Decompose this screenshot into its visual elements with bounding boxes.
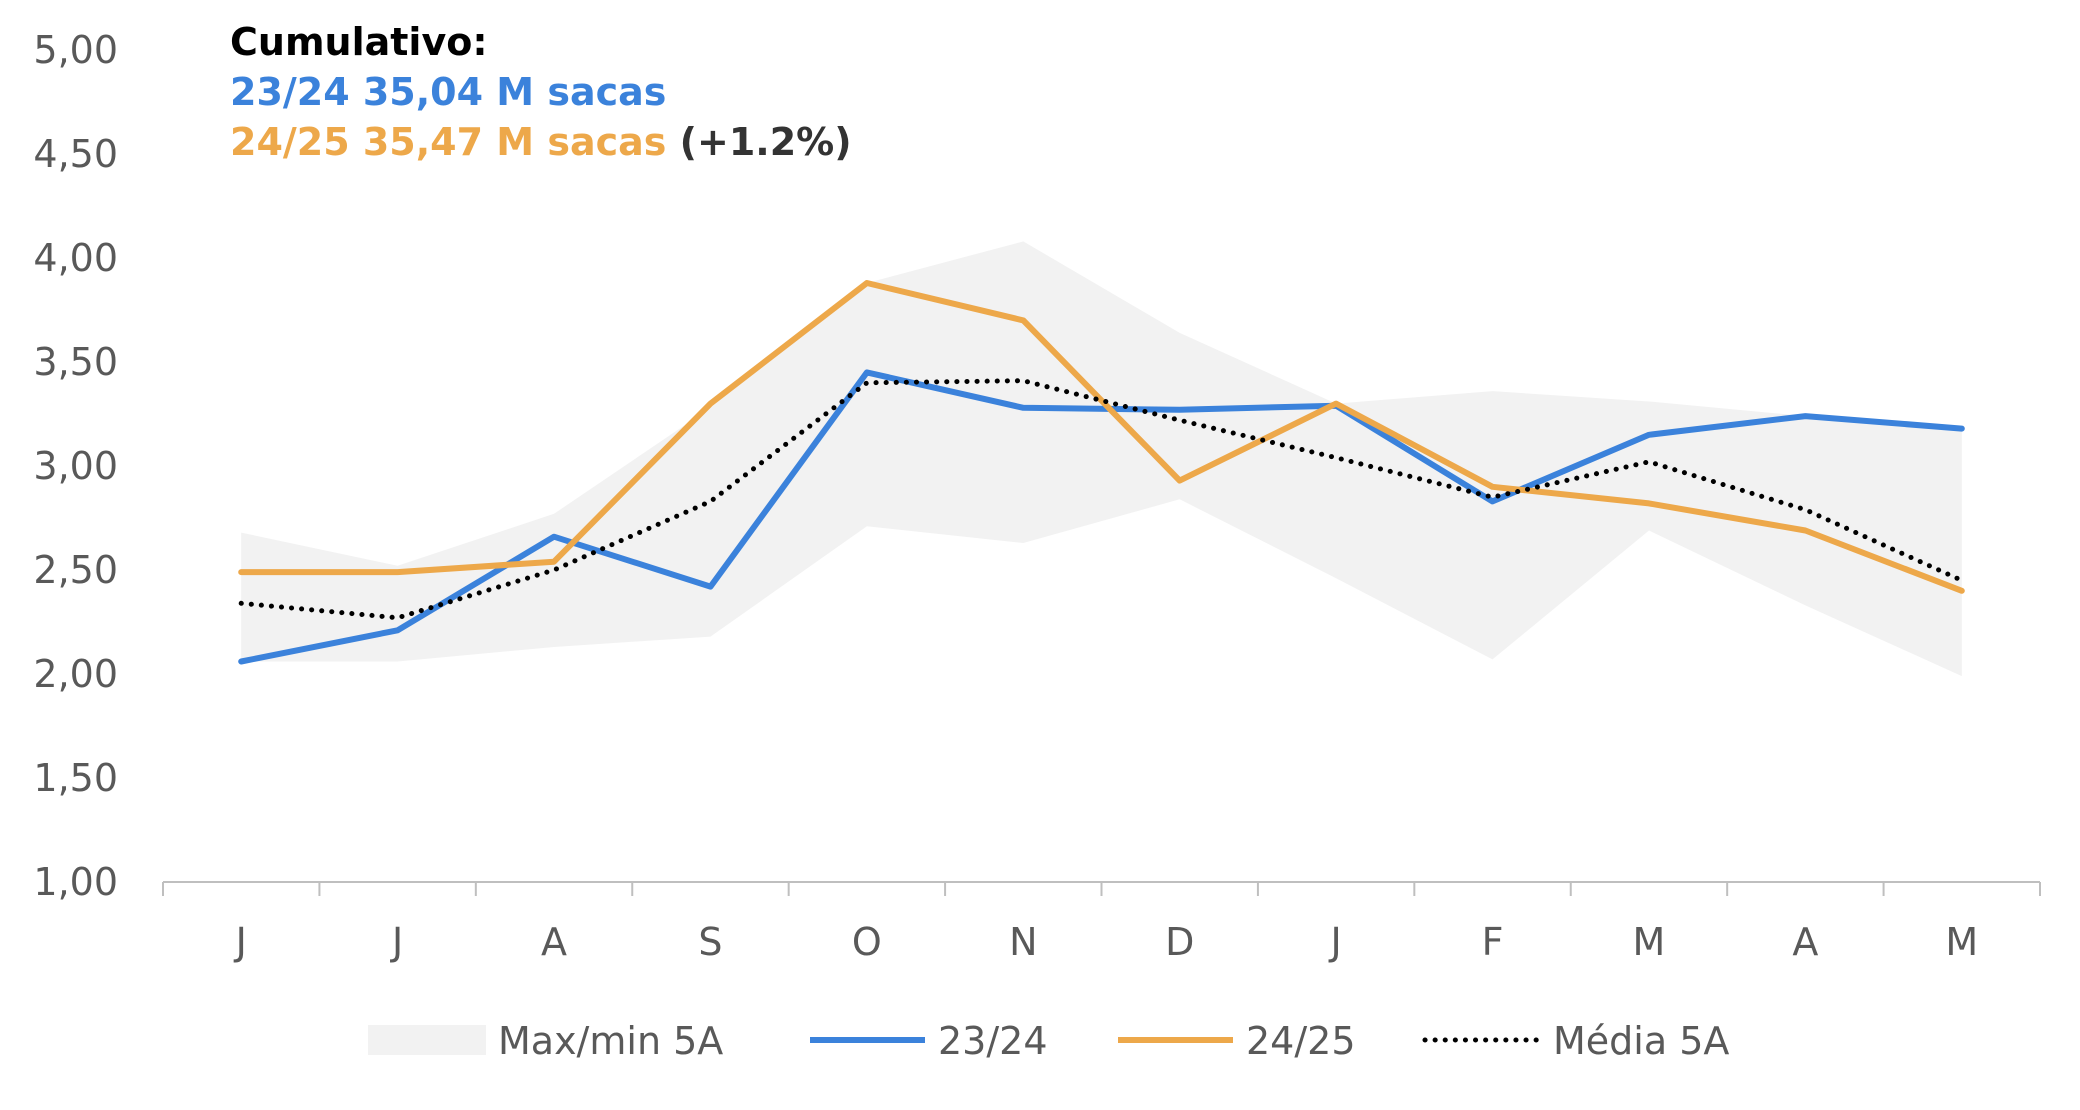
cumulative-2425-text: 24/25 35,47 M sacas [230, 120, 667, 164]
x-tick-label: M [1945, 920, 1978, 964]
y-tick-label: 1,50 [33, 756, 118, 800]
series-line-24-25 [238, 280, 1965, 594]
legend-label-23-24: 23/24 [938, 1019, 1048, 1063]
x-tick-label: M [1633, 920, 1666, 964]
cumulative-2425-line: 24/25 35,47 M sacas (+1.2%) [230, 118, 852, 166]
legend-label-media-5a: Média 5A [1553, 1019, 1729, 1063]
legend-label-24-25: 24/25 [1246, 1019, 1356, 1063]
x-tick-label: F [1482, 920, 1504, 964]
series-line-23-24 [238, 369, 1965, 665]
x-tick-label: N [1009, 920, 1037, 964]
legend: Max/min 5A 23/24 24/25 Média 5A [368, 1019, 1729, 1063]
y-tick-label: 4,00 [33, 236, 118, 280]
y-tick-label: 2,50 [33, 548, 118, 592]
x-tick-label: O [852, 920, 882, 964]
y-tick-label: 3,00 [33, 444, 118, 488]
legend-swatch-band [368, 1025, 486, 1055]
cumulative-2324-line: 23/24 35,04 M sacas [230, 70, 667, 114]
y-tick-label: 1,00 [33, 860, 118, 904]
x-tick-label: A [541, 920, 567, 964]
y-tick-label: 5,00 [33, 28, 118, 72]
x-tick-label: J [1329, 920, 1342, 964]
y-tick-label: 2,00 [33, 652, 118, 696]
cumulative-title: Cumulativo: [230, 20, 488, 64]
x-tick-label: S [698, 920, 722, 964]
x-tick-label: J [390, 920, 403, 964]
x-tick-label: D [1165, 920, 1194, 964]
legend-label-band: Max/min 5A [498, 1019, 723, 1063]
y-tick-label: 3,50 [33, 340, 118, 384]
series-line-media-5a [238, 378, 1965, 621]
y-tick-label: 4,50 [33, 132, 118, 176]
x-tick-label: A [1792, 920, 1818, 964]
cumulative-change-pct: (+1.2%) [679, 120, 852, 164]
band-max-min-5a [241, 241, 1962, 677]
x-tick-label: J [234, 920, 247, 964]
